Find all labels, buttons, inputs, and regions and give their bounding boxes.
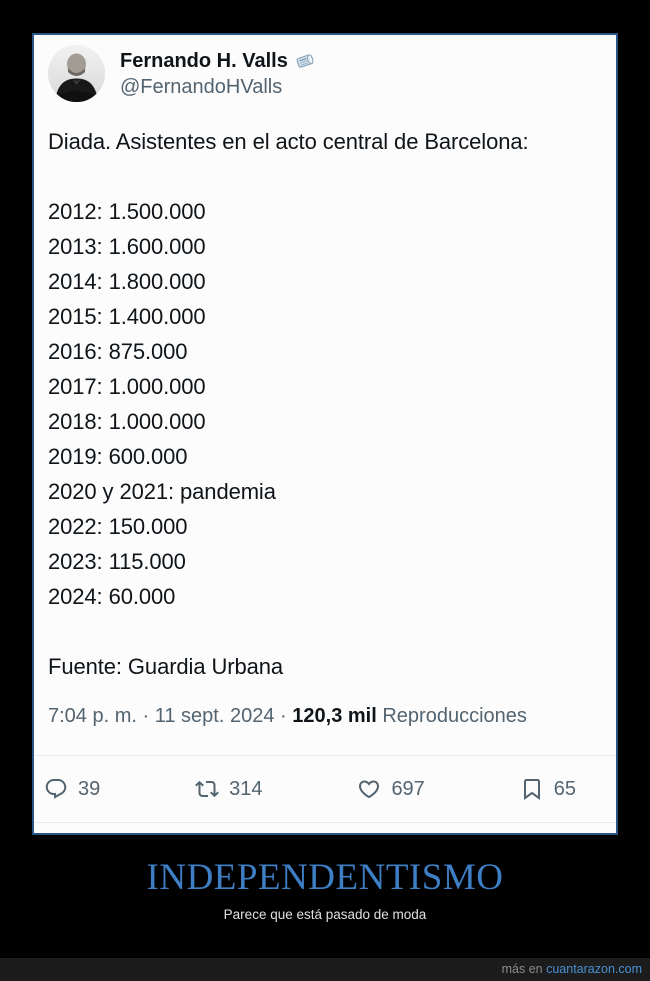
bookmark-count: 65 bbox=[553, 777, 576, 800]
repost-count: 314 bbox=[229, 777, 263, 800]
avatar[interactable] bbox=[48, 45, 105, 102]
attendance-line: 2012: 1.500.000 bbox=[48, 199, 206, 224]
like-count: 697 bbox=[391, 777, 425, 800]
avatar-portrait-image bbox=[48, 45, 105, 102]
views-label: Reproducciones bbox=[382, 705, 527, 727]
attendance-list: 2012: 1.500.000 2013: 1.600.000 2014: 1.80… bbox=[48, 194, 602, 614]
footer-prefix: más en bbox=[501, 962, 543, 976]
bookmark-icon bbox=[523, 779, 540, 800]
reply-button[interactable]: 39 bbox=[44, 777, 100, 801]
caption-subtitle: Parece que está pasado de moda bbox=[223, 907, 427, 922]
blank-line bbox=[48, 159, 602, 194]
views-count: 120,3 mil bbox=[292, 705, 377, 727]
repost-button[interactable]: 314 bbox=[195, 777, 263, 801]
attendance-line: 2015: 1.400.000 bbox=[48, 304, 206, 329]
caption-title: INDEPENDENTISMO bbox=[146, 857, 504, 898]
attendance-line: 2014: 1.800.000 bbox=[48, 269, 206, 294]
meta-dot: · bbox=[142, 705, 150, 727]
attendance-line: 2022: 150.000 bbox=[48, 514, 188, 539]
divider bbox=[34, 822, 616, 823]
site-footer: más en cuantarazon.com bbox=[0, 958, 650, 981]
author-block: Fernando H. Valls @F bbox=[120, 45, 316, 102]
site-link[interactable]: cuantarazon.com bbox=[546, 962, 642, 976]
blank-line bbox=[48, 614, 602, 649]
newspaper-emoji bbox=[294, 50, 316, 72]
tweet-header: Fernando H. Valls @F bbox=[48, 45, 602, 102]
attendance-line: 2023: 115.000 bbox=[48, 549, 186, 574]
attendance-line: 2016: 875.000 bbox=[48, 339, 188, 364]
bookmark-button[interactable]: 65 bbox=[520, 777, 576, 801]
attendance-line: 2018: 1.000.000 bbox=[48, 409, 206, 434]
repost-icon bbox=[195, 780, 220, 798]
tweet-action-bar: 39 314 697 65 bbox=[34, 756, 616, 822]
tweet-body: Diada. Asistentes en el acto central de … bbox=[48, 124, 602, 684]
divider bbox=[34, 755, 616, 756]
attendance-line: 2024: 60.000 bbox=[48, 584, 176, 609]
author-handle[interactable]: @FernandoHValls bbox=[120, 76, 283, 98]
author-name-text: Fernando H. Valls bbox=[120, 50, 288, 72]
post-date: 11 sept. 2024 bbox=[154, 705, 275, 727]
tweet-meta: 7:04 p. m. · 11 sept. 2024 · 120,3 mil R… bbox=[48, 704, 602, 729]
author-name[interactable]: Fernando H. Valls bbox=[120, 48, 316, 74]
tweet-card: Fernando H. Valls @F bbox=[32, 33, 618, 835]
attendance-line: 2017: 1.000.000 bbox=[48, 374, 206, 399]
attendance-line: 2020 y 2021: pandemia bbox=[48, 479, 276, 504]
attendance-line: 2013: 1.600.000 bbox=[48, 234, 206, 259]
reply-count: 39 bbox=[78, 777, 101, 800]
heart-icon bbox=[359, 780, 380, 799]
meta-dot: · bbox=[280, 705, 287, 727]
like-button[interactable]: 697 bbox=[357, 777, 425, 801]
meme-caption: INDEPENDENTISMO Parece que está pasado d… bbox=[0, 856, 650, 922]
post-time: 7:04 p. m. bbox=[48, 705, 137, 727]
tweet-intro-line: Diada. Asistentes en el acto central de … bbox=[48, 129, 529, 154]
attendance-line: 2019: 600.000 bbox=[48, 444, 188, 469]
source-line: Fuente: Guardia Urbana bbox=[48, 654, 284, 679]
reply-icon bbox=[45, 779, 67, 799]
